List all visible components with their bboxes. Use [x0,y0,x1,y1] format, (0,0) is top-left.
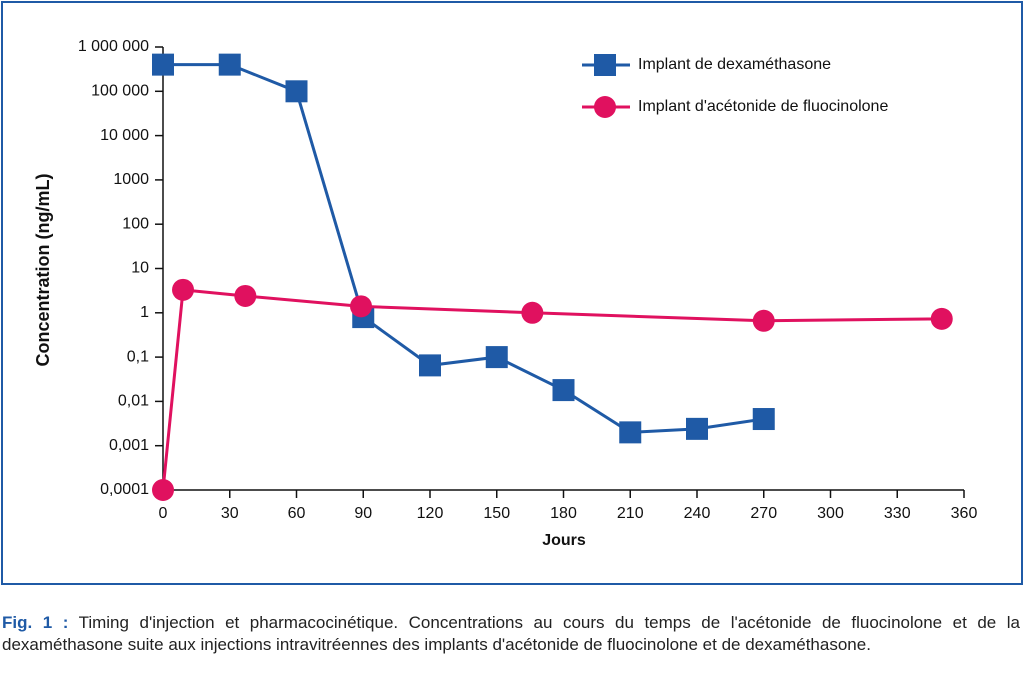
legend-label: Implant d'acétonide de fluocinolone [638,98,888,115]
data-point [521,301,544,324]
legend-marker [594,54,616,76]
y-tick-label: 10 000 [100,127,149,144]
caption-text: Timing d'injection et pharmacocinétique.… [2,613,1020,654]
chart-frame [1,1,1023,585]
data-point [686,417,708,440]
y-tick-label: 100 000 [91,83,149,100]
y-tick-label: 0,001 [109,437,149,454]
y-tick-label: 1000 [113,171,149,188]
x-tick-label: 90 [354,505,372,522]
x-tick-label: 180 [550,505,577,522]
x-axis-label: Jours [542,532,586,549]
y-tick-label: 1 [140,304,149,321]
y-tick-label: 10 [131,260,149,277]
x-tick-label: 120 [417,505,444,522]
data-point [285,80,308,103]
x-tick-label: 300 [817,505,844,522]
data-point [350,295,373,318]
data-point [172,278,195,301]
y-tick-label: 0,01 [118,393,149,410]
y-tick-label: 100 [122,215,149,232]
data-point [752,408,775,431]
series-line [163,63,764,434]
y-tick-label: 0,1 [127,348,149,365]
data-point [218,53,241,76]
legend-label: Implant de dexaméthasone [638,56,831,73]
x-tick-label: 210 [617,505,644,522]
x-tick-label: 60 [288,505,306,522]
caption-label: Fig. 1 : [2,613,69,632]
x-tick-label: 270 [750,505,777,522]
x-tick-label: 330 [884,505,911,522]
data-point [419,354,441,377]
data-point [552,379,575,402]
data-point [152,53,174,76]
y-axis-label: Concentration (ng/mL) [33,174,53,367]
y-tick-label: 0,0001 [100,481,149,498]
data-point [752,309,775,332]
chart: Jours Concentration (ng/mL) 1 000 000100… [33,38,978,549]
data-point [485,346,508,369]
data-point [152,479,174,501]
data-point [619,421,642,444]
legend-marker [594,96,616,118]
x-tick-label: 30 [221,505,239,522]
x-tick-label: 240 [684,505,711,522]
series-line [161,288,942,491]
caption: Fig. 1 : Timing d'injection et pharmacoc… [2,612,1020,656]
x-tick-label: 360 [951,505,978,522]
data-point [234,284,257,307]
data-point [930,307,953,330]
x-tick-label: 150 [483,505,510,522]
x-tick-label: 0 [159,505,168,522]
y-tick-label: 1 000 000 [78,38,149,55]
